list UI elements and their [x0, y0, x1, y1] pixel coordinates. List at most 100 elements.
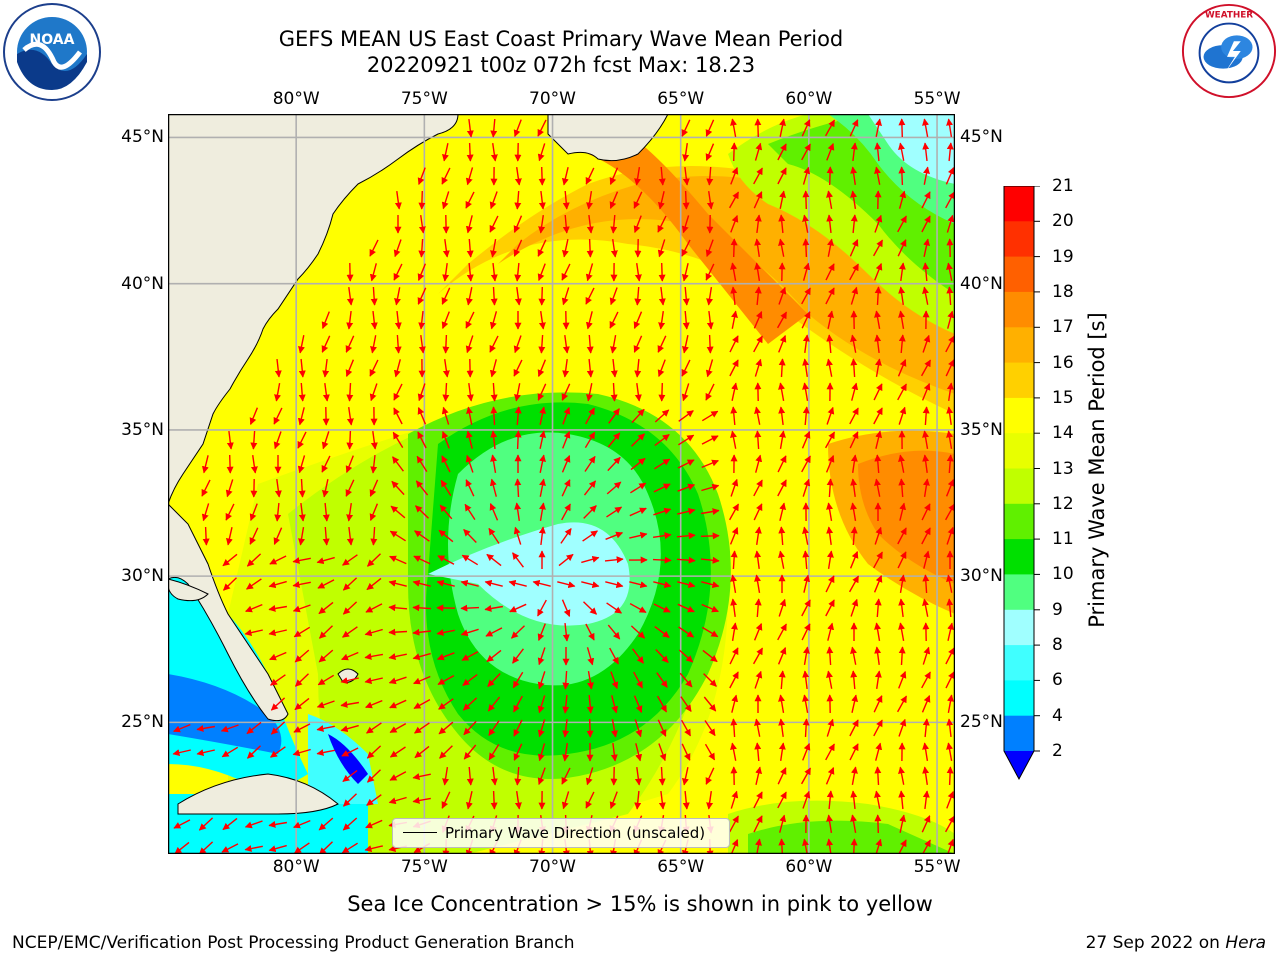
- wave-vector: [441, 455, 451, 473]
- wave-vector: [441, 167, 451, 185]
- wave-vector: [587, 670, 594, 690]
- wave-vector: [922, 286, 929, 305]
- wave-vector: [539, 406, 546, 425]
- wave-vector: [340, 701, 360, 708]
- wave-vector: [947, 622, 955, 641]
- wave-vector: [610, 214, 618, 234]
- wave-vector: [654, 626, 670, 638]
- wave-vector: [730, 142, 738, 162]
- wave-vector: [778, 238, 785, 257]
- wave-vector: [418, 238, 426, 258]
- wave-vector: [585, 311, 593, 330]
- wave-vector: [631, 433, 646, 447]
- wave-vector: [850, 214, 858, 234]
- wave-vector: [921, 215, 931, 233]
- wave-vector: [677, 581, 696, 589]
- wave-vector: [947, 694, 954, 714]
- wave-vector: [461, 651, 479, 661]
- wave-vector: [778, 382, 785, 402]
- lon-tick-bottom: 70°W: [529, 857, 576, 877]
- wave-vector: [753, 503, 763, 521]
- wave-vector: [318, 625, 333, 639]
- wave-vector: [340, 724, 359, 733]
- wave-vector: [777, 623, 787, 641]
- wave-vector: [489, 311, 498, 330]
- legend-label: Primary Wave Direction (unscaled): [445, 824, 706, 842]
- wave-vector: [848, 575, 860, 593]
- wave-vector: [585, 407, 595, 425]
- wave-vector: [850, 814, 857, 834]
- wave-vector: [605, 531, 624, 540]
- wave-vector: [824, 119, 836, 137]
- wave-vector: [779, 430, 786, 450]
- wave-vector: [537, 263, 546, 282]
- wave-vector: [562, 359, 570, 378]
- wave-vector: [729, 815, 739, 833]
- wave-vector: [658, 166, 666, 186]
- wave-vector: [221, 746, 239, 758]
- wave-vector: [946, 598, 954, 618]
- wave-vector: [562, 719, 570, 738]
- wave-vector: [560, 528, 572, 544]
- wave-vector: [394, 191, 402, 210]
- wave-vector: [730, 598, 738, 617]
- wave-vector: [705, 119, 715, 137]
- wave-vector: [388, 628, 408, 636]
- colorbar-tick-label: 9: [1052, 599, 1063, 620]
- wave-vector: [562, 190, 570, 210]
- wave-vector: [634, 358, 642, 378]
- wave-vector: [701, 626, 719, 638]
- wave-vector: [802, 670, 810, 689]
- wave-vector: [730, 550, 738, 570]
- wave-vector: [630, 482, 647, 494]
- wave-vector: [634, 719, 643, 738]
- wave-vector: [874, 454, 882, 474]
- wave-vector: [488, 720, 500, 736]
- wave-vector: [490, 767, 498, 786]
- wave-vector: [802, 742, 811, 761]
- wave-vector: [701, 410, 719, 422]
- wave-vector: [270, 746, 286, 758]
- wave-vector: [754, 550, 762, 569]
- wave-vector: [466, 238, 474, 258]
- wave-vector: [465, 454, 474, 473]
- wave-vector: [606, 506, 623, 518]
- wave-vector: [294, 842, 310, 854]
- wave-vector: [442, 143, 449, 162]
- wave-vector: [923, 238, 930, 257]
- wave-vector: [827, 622, 835, 641]
- wave-vector: [226, 454, 234, 474]
- wave-vector: [874, 598, 882, 618]
- period-band-18-north: [588, 134, 808, 344]
- wave-vector: [729, 526, 739, 545]
- wave-vector: [322, 479, 329, 498]
- wave-vector: [346, 311, 354, 330]
- wave-vector: [778, 286, 787, 305]
- wave-vector: [461, 554, 479, 566]
- wave-vector: [682, 310, 690, 330]
- wave-vector: [514, 790, 522, 810]
- wave-vector: [850, 790, 858, 809]
- wave-vector: [634, 383, 642, 402]
- wave-vector: [610, 671, 619, 690]
- wave-vector: [875, 358, 882, 378]
- wave-vector: [946, 526, 955, 545]
- wave-vector: [463, 744, 477, 760]
- wave-vector: [800, 767, 812, 785]
- wave-vector: [346, 527, 354, 546]
- wave-vector: [298, 335, 305, 354]
- wave-vector: [898, 622, 905, 642]
- wave-vector: [778, 334, 787, 353]
- wave-vector: [292, 748, 311, 757]
- wave-vector: [369, 479, 379, 497]
- wave-vector: [730, 478, 739, 497]
- wave-vector: [268, 844, 287, 853]
- wave-vector: [484, 605, 504, 612]
- wave-vector: [562, 670, 570, 690]
- wave-vector: [389, 555, 407, 565]
- wave-vector: [298, 503, 306, 522]
- wave-vector: [705, 263, 715, 281]
- wave-vector: [389, 699, 407, 709]
- wave-vector: [946, 742, 953, 762]
- wave-vector: [293, 819, 311, 829]
